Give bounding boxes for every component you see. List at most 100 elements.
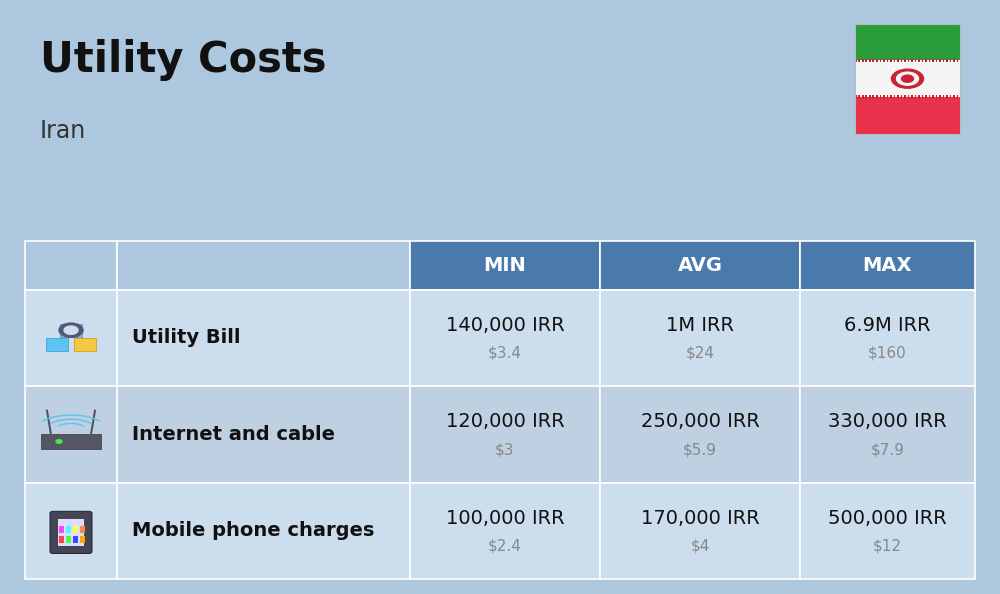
Bar xyxy=(25,483,117,579)
Text: 120,000 IRR: 120,000 IRR xyxy=(446,412,564,431)
Bar xyxy=(855,97,960,134)
Bar xyxy=(60,324,82,337)
Text: 330,000 IRR: 330,000 IRR xyxy=(828,412,947,431)
Bar xyxy=(117,290,410,386)
Text: 100,000 IRR: 100,000 IRR xyxy=(446,509,564,528)
Bar xyxy=(865,95,867,99)
Bar xyxy=(869,59,871,62)
Bar xyxy=(918,59,920,62)
Text: Mobile phone charges: Mobile phone charges xyxy=(132,522,374,541)
Bar xyxy=(904,59,906,62)
Bar xyxy=(908,59,909,62)
Bar xyxy=(922,95,923,99)
Bar xyxy=(928,59,930,62)
Bar xyxy=(117,386,410,483)
Text: $5.9: $5.9 xyxy=(683,443,717,457)
Bar xyxy=(900,59,902,62)
Bar xyxy=(73,536,78,543)
Text: Internet and cable: Internet and cable xyxy=(132,425,335,444)
Bar xyxy=(956,95,958,99)
Bar xyxy=(900,95,902,99)
Bar xyxy=(946,59,948,62)
Bar xyxy=(410,241,600,290)
Text: $3: $3 xyxy=(495,443,515,457)
Text: 170,000 IRR: 170,000 IRR xyxy=(641,509,759,528)
Bar xyxy=(950,95,951,99)
Text: $4: $4 xyxy=(690,539,710,554)
Text: Iran: Iran xyxy=(40,119,86,143)
Bar xyxy=(880,95,881,99)
Bar xyxy=(855,24,960,61)
Bar xyxy=(855,95,857,99)
Bar xyxy=(410,290,600,386)
Bar xyxy=(869,95,871,99)
Text: 500,000 IRR: 500,000 IRR xyxy=(828,509,947,528)
Text: AVG: AVG xyxy=(678,255,722,274)
Circle shape xyxy=(64,326,78,334)
Bar xyxy=(80,536,85,543)
Bar xyxy=(25,241,117,290)
Circle shape xyxy=(59,323,83,337)
Bar xyxy=(59,526,64,533)
Text: $2.4: $2.4 xyxy=(488,539,522,554)
Bar xyxy=(855,59,857,62)
Bar xyxy=(25,386,117,483)
Bar xyxy=(880,59,881,62)
Bar xyxy=(883,95,885,99)
Bar xyxy=(59,536,64,543)
Text: $7.9: $7.9 xyxy=(870,443,904,457)
Bar xyxy=(862,59,864,62)
Bar xyxy=(894,59,895,62)
Bar xyxy=(922,59,923,62)
Text: $24: $24 xyxy=(686,346,714,361)
Bar xyxy=(890,59,892,62)
Bar xyxy=(918,95,920,99)
Circle shape xyxy=(56,440,62,443)
Bar xyxy=(956,59,958,62)
Bar xyxy=(925,95,927,99)
Bar xyxy=(855,61,960,97)
Bar xyxy=(914,59,916,62)
Bar xyxy=(66,526,71,533)
Bar xyxy=(876,95,878,99)
Bar xyxy=(800,290,975,386)
Text: 140,000 IRR: 140,000 IRR xyxy=(446,316,564,335)
Bar xyxy=(950,59,951,62)
Bar xyxy=(46,338,68,351)
Circle shape xyxy=(892,69,924,88)
Bar xyxy=(600,290,800,386)
Text: 6.9M IRR: 6.9M IRR xyxy=(844,316,931,335)
Bar xyxy=(897,95,899,99)
Bar xyxy=(41,434,101,449)
Circle shape xyxy=(902,75,914,82)
Bar xyxy=(904,95,906,99)
Text: MIN: MIN xyxy=(484,255,526,274)
Bar xyxy=(855,24,960,134)
Bar xyxy=(942,95,944,99)
Bar xyxy=(865,59,867,62)
Bar xyxy=(872,95,874,99)
Bar xyxy=(939,95,941,99)
Text: 250,000 IRR: 250,000 IRR xyxy=(641,412,759,431)
Bar xyxy=(25,290,117,386)
Bar xyxy=(890,95,892,99)
Bar xyxy=(600,483,800,579)
Bar xyxy=(946,95,948,99)
Bar xyxy=(800,241,975,290)
Text: Utility Costs: Utility Costs xyxy=(40,39,326,81)
Bar xyxy=(883,59,885,62)
Bar xyxy=(862,95,864,99)
Text: $3.4: $3.4 xyxy=(488,346,522,361)
Bar xyxy=(117,241,410,290)
Bar xyxy=(932,59,934,62)
Bar xyxy=(908,95,909,99)
Bar xyxy=(858,95,860,99)
FancyBboxPatch shape xyxy=(50,511,92,554)
Text: $12: $12 xyxy=(873,539,902,554)
Bar xyxy=(74,338,96,351)
Bar xyxy=(410,386,600,483)
Bar xyxy=(66,536,71,543)
Bar xyxy=(800,386,975,483)
Bar xyxy=(73,526,78,533)
Text: MAX: MAX xyxy=(863,255,912,274)
